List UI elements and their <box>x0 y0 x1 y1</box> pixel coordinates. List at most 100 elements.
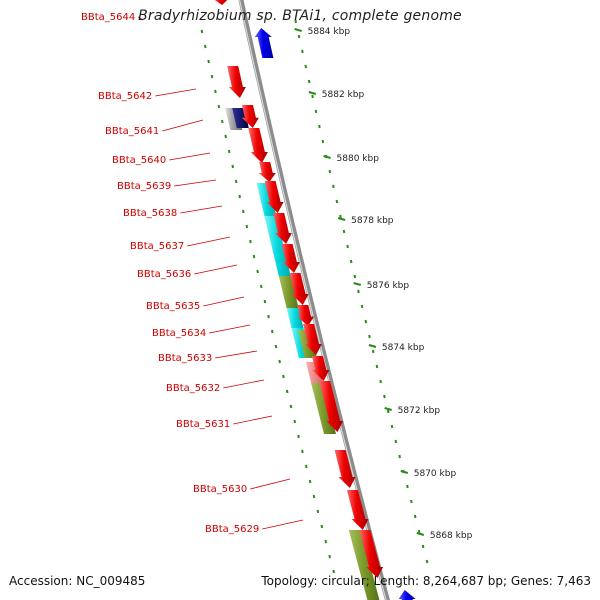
track-dot <box>259 284 263 289</box>
forward-cds-arrow <box>281 244 300 273</box>
track-dot <box>285 389 289 394</box>
forward-cds-arrow <box>297 305 315 326</box>
track-dot <box>282 374 285 379</box>
track-dot <box>311 94 314 99</box>
arrow-shape <box>297 305 315 326</box>
gene-label: BBta_5636 <box>137 269 191 280</box>
track-dot <box>390 424 394 429</box>
gene-label: BBta_5642 <box>98 91 152 102</box>
track-dot <box>394 439 398 444</box>
gene-label: BBta_5641 <box>105 126 159 137</box>
gene-leader-line <box>174 179 217 187</box>
inner-dotted-track <box>200 29 335 574</box>
arrow-shape <box>273 213 292 244</box>
forward-cds-arrow <box>258 162 276 182</box>
track-dot <box>224 134 228 139</box>
track-dot <box>406 484 409 489</box>
track-dot <box>357 289 360 294</box>
forward-cds-arrow <box>334 450 356 488</box>
gene-leader-line <box>203 296 245 307</box>
track-dot <box>349 259 353 264</box>
ruler-tick <box>323 154 331 160</box>
track-dot <box>200 29 204 34</box>
reverse-cds-arrow <box>254 28 274 58</box>
ruler-tick <box>384 406 392 412</box>
track-dot <box>360 304 364 309</box>
ruler-tick <box>416 531 425 537</box>
arrow-shape <box>227 66 246 98</box>
gene-label: BBta_5632 <box>166 383 220 394</box>
track-dot <box>210 74 214 79</box>
track-dot <box>293 419 297 424</box>
track-dot <box>312 494 316 499</box>
track-dot <box>294 19 297 24</box>
track-dot <box>278 359 281 364</box>
ruler-tick <box>294 27 302 33</box>
track-dot <box>324 539 328 544</box>
arrow-shape <box>248 128 268 163</box>
arrow-shape <box>281 244 300 273</box>
forward-cds-arrow <box>289 273 309 305</box>
forward-cds-arrow <box>311 356 330 381</box>
track-dot <box>364 319 368 324</box>
gene-leader-line <box>262 519 304 530</box>
track-dot <box>318 124 321 129</box>
gene-leader-line <box>215 350 258 359</box>
forward-cds-arrow <box>214 0 228 5</box>
gene-leader-line <box>209 324 251 334</box>
gene-leader-line <box>194 264 238 275</box>
track-dot <box>342 229 346 234</box>
track-dot <box>335 199 339 204</box>
track-dot <box>375 364 379 369</box>
forward-cds-arrow <box>227 66 246 98</box>
genome-title: Bradyrhizobium sp. BTAi1, complete genom… <box>138 8 462 24</box>
track-dot <box>398 454 401 459</box>
arrow-shape <box>319 381 344 432</box>
arrow-shape <box>398 590 416 600</box>
outer-dotted-track <box>294 19 429 564</box>
track-dot <box>274 344 278 349</box>
track-dot <box>270 329 274 334</box>
track-dot <box>425 559 429 564</box>
track-dot <box>231 164 234 169</box>
track-dot <box>383 394 386 399</box>
track-dot <box>217 104 221 109</box>
feature-block-olive <box>278 276 299 308</box>
gene-label: BBta_5630 <box>193 484 247 495</box>
track-dot <box>307 79 311 84</box>
gene-leader-line <box>155 88 197 97</box>
track-dot <box>301 49 304 54</box>
track-dot <box>332 569 335 574</box>
arrow-shape <box>359 530 384 578</box>
feature-block-cyan <box>264 216 291 276</box>
arrow-shape <box>241 105 259 128</box>
gene-leader-line <box>233 415 273 425</box>
arrow-shape <box>214 0 228 5</box>
ruler-label: 5872 kbp <box>398 406 441 416</box>
gene-label: BBta_5644 <box>81 12 135 23</box>
track-dot <box>353 274 357 279</box>
track-dot <box>410 499 413 504</box>
track-dot <box>304 64 308 69</box>
forward-cds-arrow <box>359 530 384 578</box>
track-dot <box>332 184 335 189</box>
track-dot <box>328 169 332 174</box>
gene-label: BBta_5629 <box>205 524 259 535</box>
ruler-tick <box>308 90 317 96</box>
genome-backbone <box>238 0 390 600</box>
track-dot <box>207 59 210 64</box>
ruler-tick <box>353 281 362 287</box>
gene-label: BBta_5634 <box>152 328 206 339</box>
track-dot <box>301 449 304 454</box>
track-dot <box>304 464 308 469</box>
track-dot <box>339 214 342 219</box>
gene-leader-line <box>180 205 223 214</box>
gene-label: BBta_5635 <box>146 301 200 312</box>
track-dot <box>267 314 270 319</box>
track-dot <box>320 524 324 529</box>
genome-summary-text: Topology: circular; Length: 8,264,687 bp… <box>261 574 591 588</box>
gene-label: BBta_5638 <box>123 208 177 219</box>
track-dot <box>308 479 312 484</box>
forward-cds-arrow <box>264 181 284 213</box>
